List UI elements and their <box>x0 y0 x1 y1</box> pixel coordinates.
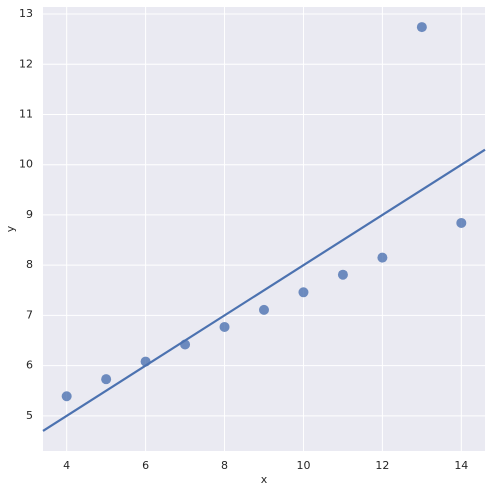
x-axis-label: x <box>261 473 268 486</box>
y-tick-label: 5 <box>26 409 33 422</box>
x-tick-label: 14 <box>454 459 468 472</box>
data-point <box>61 391 72 402</box>
data-point <box>219 321 230 332</box>
x-tick-label: 12 <box>375 459 389 472</box>
data-point <box>377 252 388 263</box>
y-tick-label: 8 <box>26 258 33 271</box>
y-tick-label: 9 <box>26 208 33 221</box>
data-point <box>337 269 348 280</box>
data-point <box>416 22 427 33</box>
y-tick-label: 13 <box>19 7 33 20</box>
data-point <box>456 217 467 228</box>
x-tick-label: 4 <box>63 459 70 472</box>
x-tick-label: 8 <box>221 459 228 472</box>
y-axis-label: y <box>4 225 17 232</box>
regression-line <box>42 148 486 432</box>
data-point <box>259 304 269 315</box>
x-tick-label: 6 <box>142 459 149 472</box>
y-tick-label: 10 <box>19 158 33 171</box>
y-tick-label: 7 <box>26 308 33 321</box>
data-point <box>101 374 112 385</box>
y-tick-label: 6 <box>26 359 33 372</box>
x-tick-label: 10 <box>296 459 310 472</box>
data-point <box>298 287 309 298</box>
y-tick-label: 12 <box>19 57 33 70</box>
plot-area <box>43 7 485 451</box>
y-tick-label: 11 <box>19 107 33 120</box>
